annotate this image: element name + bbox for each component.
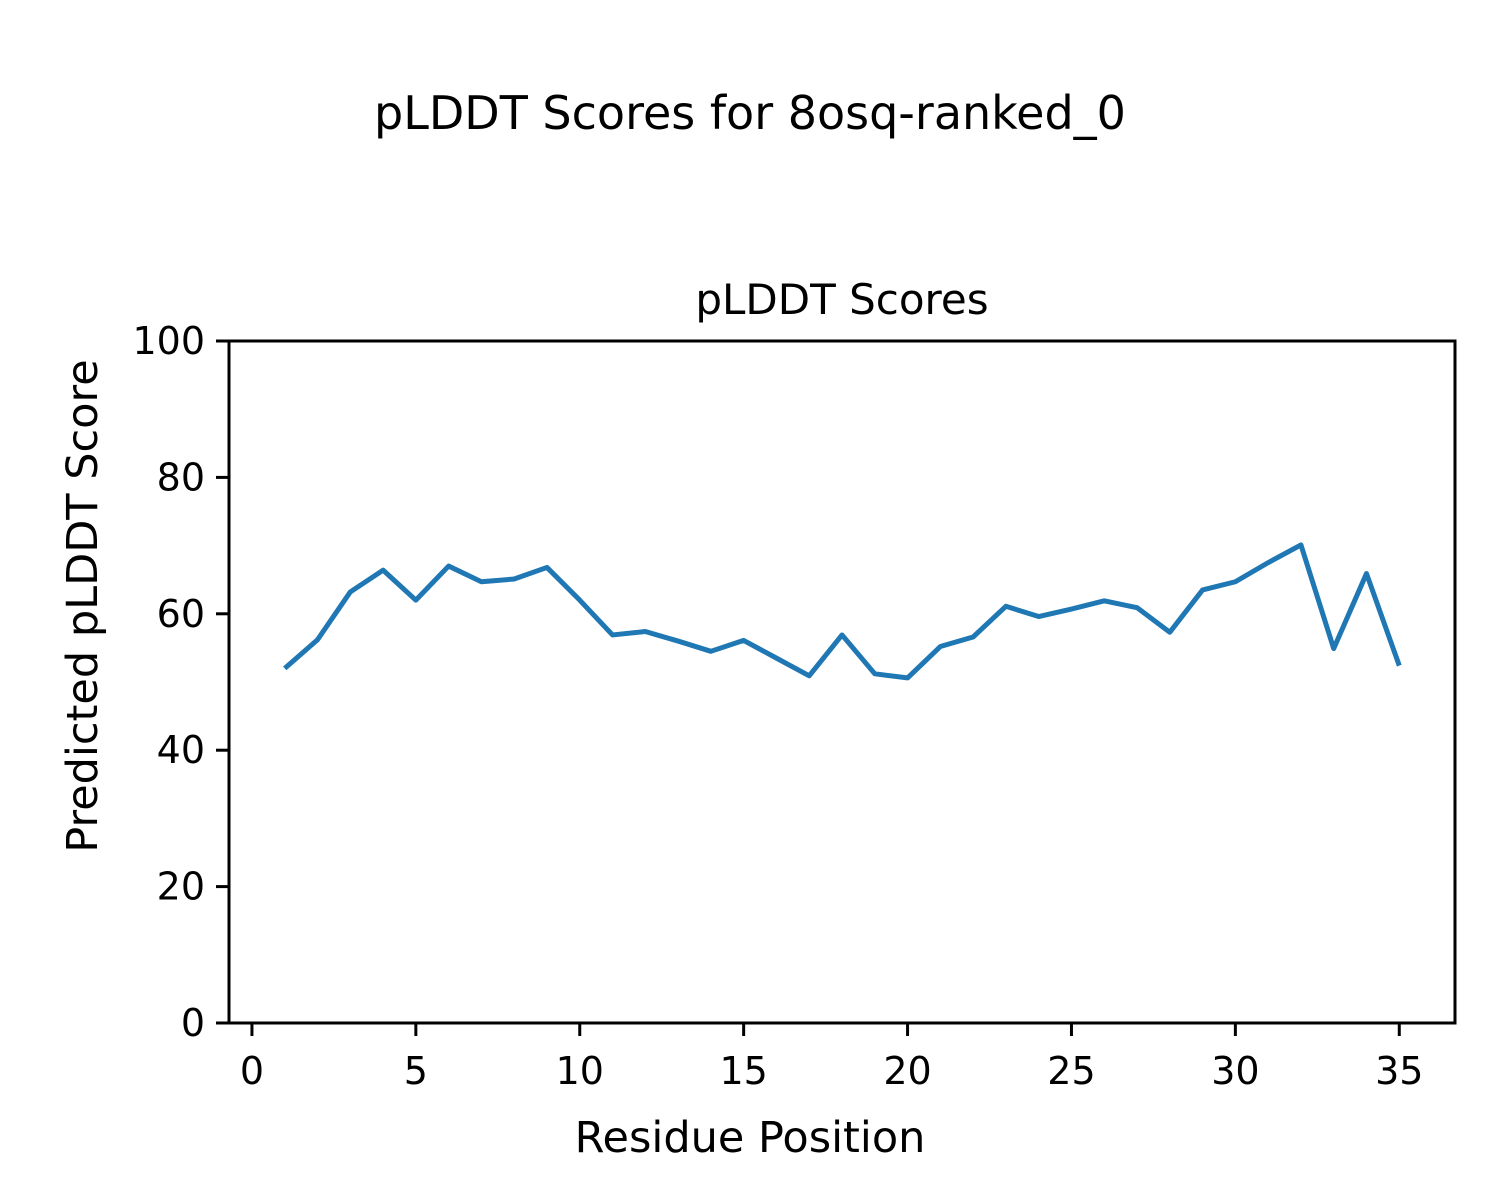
y-tick-label: 40 [157, 728, 205, 772]
x-tick-label: 30 [1211, 1049, 1259, 1093]
x-tick-label: 25 [1047, 1049, 1095, 1093]
y-tick-label: 0 [181, 1001, 205, 1045]
axes-spines [227, 339, 1457, 1025]
x-tick-label: 15 [719, 1049, 767, 1093]
x-tick-label: 20 [883, 1049, 931, 1093]
x-tick-label: 35 [1375, 1049, 1423, 1093]
plot-area: 0 5 10 15 20 25 30 35 0 20 40 60 80 100 [132, 319, 1457, 1093]
axes-title: pLDDT Scores [695, 275, 988, 324]
y-tick-label: 80 [157, 455, 205, 499]
plddt-series-line [283, 542, 1402, 681]
y-axis-label: Predicted pLDDT Score [58, 359, 108, 852]
x-tick-label: 0 [240, 1049, 264, 1093]
x-tick-label: 5 [404, 1049, 428, 1093]
y-tick-label: 60 [157, 592, 205, 636]
figure-title: pLDDT Scores for 8osq-ranked_0 [374, 86, 1126, 140]
y-tick-label: 100 [132, 319, 205, 363]
y-tick-label: 20 [157, 865, 205, 909]
x-axis-label: Residue Position [575, 1113, 926, 1163]
x-tick-label: 10 [556, 1049, 604, 1093]
